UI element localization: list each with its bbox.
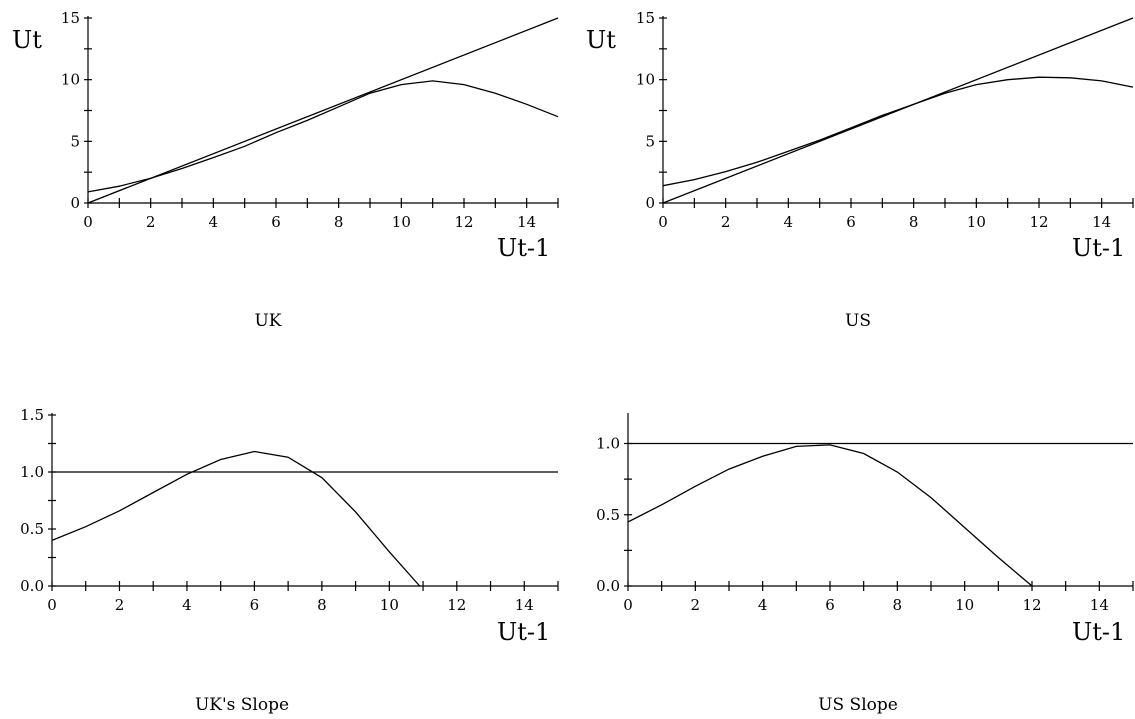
x-tick-label: 4 [182, 596, 192, 614]
x-tick-label: 8 [317, 596, 327, 614]
x-axis-label: Ut-1 [497, 618, 550, 646]
y-tick-label: 0.0 [596, 577, 620, 595]
chart-us-slope: 0 2 4 6 8 10 12 14 0.0 0.5 1.0 Ut-1 US Slope [596, 413, 1134, 715]
y-tick-label: 0 [645, 194, 655, 212]
y-tick-label: 1.0 [596, 435, 620, 453]
x-tick-label: 14 [1090, 596, 1109, 614]
chart-caption: UK [254, 311, 281, 331]
x-tick-label: 2 [146, 213, 156, 231]
y-tick-label: 5 [645, 132, 655, 150]
y-tick-label: 15 [61, 9, 80, 27]
x-tick-label: 0 [47, 596, 57, 614]
x-tick-label: 10 [967, 213, 986, 231]
x-axis-label: Ut-1 [497, 234, 550, 262]
x-tick-label: 8 [909, 213, 919, 231]
x-tick-label: 12 [454, 213, 473, 231]
x-tick-label: 8 [893, 596, 903, 614]
x-tick-label: 14 [1092, 213, 1111, 231]
y-tick-label: 10 [61, 71, 80, 89]
reference-line [87, 17, 559, 204]
chart-caption: US Slope [818, 695, 898, 715]
y-tick-label: 0 [70, 194, 80, 212]
chart-uk: 0 2 4 6 8 10 12 14 0 5 10 15 Ut Ut-1 UK [12, 9, 559, 331]
x-tick-label: 4 [209, 213, 219, 231]
x-tick-label: 12 [1022, 596, 1041, 614]
y-axis-label: Ut [586, 26, 616, 54]
chart-us: 0 2 4 6 8 10 12 14 0 5 10 15 Ut Ut-1 US [586, 9, 1134, 331]
x-tick-label: 12 [447, 596, 466, 614]
chart-caption: UK's Slope [195, 695, 289, 715]
x-tick-label: 4 [784, 213, 794, 231]
x-tick-label: 6 [250, 596, 260, 614]
x-tick-label: 10 [380, 596, 399, 614]
x-tick-label: 6 [825, 596, 835, 614]
x-tick-label: 10 [392, 213, 411, 231]
y-axis-label: Ut [12, 26, 42, 54]
fitted-curve [662, 76, 1134, 187]
fitted-curve [51, 450, 421, 587]
fitted-curve [87, 80, 559, 193]
x-tick-label: 10 [955, 596, 974, 614]
chart-caption: US [845, 311, 871, 331]
x-tick-label: 14 [515, 596, 534, 614]
x-tick-label: 8 [334, 213, 344, 231]
y-tick-label: 0.0 [20, 577, 44, 595]
y-tick-label: 0.5 [596, 506, 620, 524]
y-tick-label: 0.5 [20, 520, 44, 538]
x-axis-label: Ut-1 [1072, 618, 1125, 646]
fitted-curve [627, 444, 1033, 587]
x-tick-label: 6 [271, 213, 281, 231]
x-tick-label: 0 [658, 213, 668, 231]
y-tick-label: 15 [636, 9, 655, 27]
x-tick-label: 0 [623, 596, 633, 614]
x-tick-label: 4 [758, 596, 768, 614]
x-tick-label: 12 [1029, 213, 1048, 231]
x-tick-label: 6 [846, 213, 856, 231]
x-axis-label: Ut-1 [1072, 234, 1125, 262]
y-tick-label: 1.5 [20, 406, 44, 424]
x-tick-label: 2 [115, 596, 125, 614]
y-tick-label: 10 [636, 71, 655, 89]
y-tick-label: 1.0 [20, 463, 44, 481]
x-tick-label: 14 [517, 213, 536, 231]
y-tick-label: 5 [70, 132, 80, 150]
x-tick-label: 2 [721, 213, 731, 231]
x-tick-label: 0 [83, 213, 93, 231]
x-tick-label: 2 [691, 596, 701, 614]
chart-uk-slope: 0 2 4 6 8 10 12 14 0.0 0.5 1.0 1.5 Ut-1 UK's Slope [20, 406, 559, 715]
